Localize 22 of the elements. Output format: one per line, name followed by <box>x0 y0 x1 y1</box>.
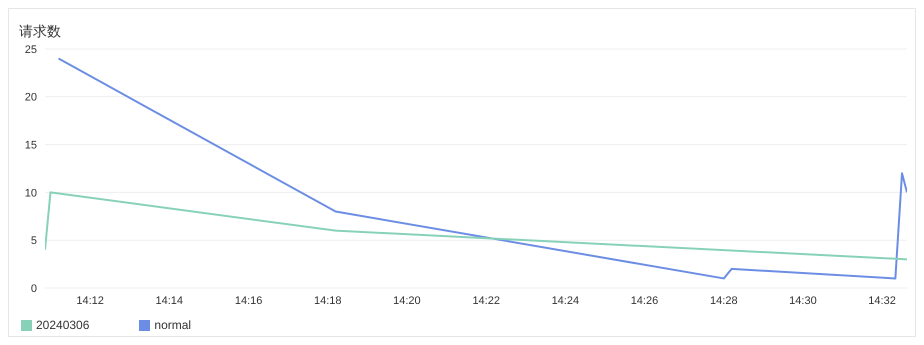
legend-label: 20240306 <box>36 318 90 332</box>
x-tick-label: 14:26 <box>630 294 658 307</box>
y-tick-label: 10 <box>24 187 37 200</box>
y-axis-title: 请求数 <box>19 23 61 41</box>
y-tick-label: 5 <box>30 235 37 248</box>
line-series <box>45 191 907 260</box>
y-tick-label: 20 <box>24 92 37 104</box>
x-tick-label: 14:12 <box>76 294 104 307</box>
x-tick-label: 14:22 <box>472 294 500 307</box>
x-tick-label: 14:20 <box>393 294 421 307</box>
legend-label: normal <box>154 318 192 332</box>
y-tick-label: 0 <box>30 282 37 295</box>
x-tick-label: 14:14 <box>155 294 184 307</box>
y-tick-label: 15 <box>24 140 37 152</box>
line-series <box>58 58 907 280</box>
x-tick-label: 14:24 <box>552 294 580 307</box>
y-tick-label: 25 <box>24 44 37 56</box>
x-tick-label: 14:18 <box>314 294 342 307</box>
x-tick-label: 14:30 <box>789 294 817 307</box>
x-tick-label: 14:16 <box>234 294 262 307</box>
x-tick-label: 14:28 <box>710 294 738 307</box>
x-tick-label: 14:32 <box>868 294 896 307</box>
